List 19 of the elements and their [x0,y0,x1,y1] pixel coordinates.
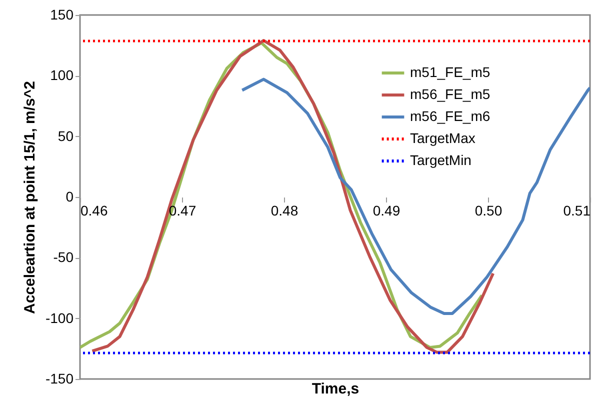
legend-label: m56_FE_m6 [410,108,490,124]
y-tick-label: 100 [50,67,74,84]
y-tick-label: 0 [66,188,74,204]
x-tick-label: 0.49 [372,202,400,218]
y-axis-title: Acceleartion at point 15/1, m/s^2 [21,80,38,314]
x-axis-title: Time,s [312,380,360,398]
y-tick-label: -150 [45,370,74,386]
y-tick-label: 50 [58,128,74,144]
x-tick-label: 0.46 [80,202,108,218]
y-tick-label: -100 [45,310,74,326]
legend-label: TargetMax [410,130,476,146]
y-tick-label: -50 [53,249,74,266]
x-tick-label: 0.51 [563,202,591,218]
x-tick-label: 0.50 [474,202,502,218]
y-tick-label: 150 [50,6,74,22]
legend-label: m56_FE_m5 [410,86,490,102]
legend-label: TargetMin [410,152,472,168]
legend-label: m51_FE_m5 [410,64,490,80]
x-tick-label: 0.48 [270,202,298,218]
